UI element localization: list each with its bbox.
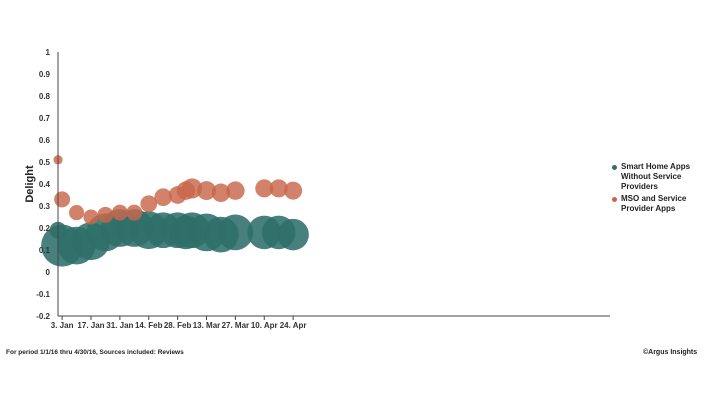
bubble-smart-home[interactable] <box>277 218 309 251</box>
legend-marker <box>612 165 617 170</box>
bubble-smart-home[interactable] <box>169 215 203 250</box>
chart-axes <box>57 52 610 317</box>
y-tick-label: 0.2 <box>39 224 51 233</box>
y-tick-label: 0.6 <box>39 136 51 145</box>
legend-label: MSO and Service Provider Apps <box>621 194 687 213</box>
x-axis-ticks: 3. Jan 17. Jan 31. Jan 14. Feb 28. Feb 13. Ma… <box>51 316 307 330</box>
x-tick-label: 24. Apr <box>280 321 307 330</box>
x-tick-label: 10. Apr <box>251 321 278 330</box>
legend-item-mso[interactable]: MSO and Service Provider Apps <box>612 194 720 214</box>
y-tick-label: -0.1 <box>36 290 50 299</box>
bubble-mso[interactable] <box>126 204 143 221</box>
x-tick-label: 13. Mar <box>193 321 221 330</box>
bubble-mso[interactable] <box>269 179 288 198</box>
y-tick-label: 0.9 <box>39 70 51 79</box>
y-tick-label: 0.4 <box>39 180 51 189</box>
chart-marks <box>41 155 309 267</box>
x-tick-label: 28. Feb <box>164 321 192 330</box>
x-tick-label: 17. Jan <box>77 321 104 330</box>
bubble-mso[interactable] <box>284 181 303 200</box>
bubble-mso[interactable] <box>154 188 173 207</box>
bubble-mso[interactable] <box>255 179 274 198</box>
y-tick-label: 0.7 <box>39 114 51 123</box>
legend: Smart Home Apps Without Service Provider… <box>612 162 720 216</box>
legend-marker <box>612 197 617 202</box>
bubble-mso[interactable] <box>176 181 196 200</box>
x-tick-label: 14. Feb <box>135 321 163 330</box>
y-tick-label: -0.2 <box>36 312 50 321</box>
bubble-mso[interactable] <box>111 204 128 221</box>
bubble-smart-home[interactable] <box>217 214 254 251</box>
legend-item-smart-home[interactable]: Smart Home Apps Without Service Provider… <box>612 162 720 192</box>
y-tick-label: 0.8 <box>39 92 51 101</box>
bubble-mso[interactable] <box>140 195 158 213</box>
bubble-mso[interactable] <box>211 183 231 203</box>
y-tick-label: 0.1 <box>39 246 51 255</box>
legend-label: Smart Home Apps Without Service Provider… <box>621 162 691 191</box>
x-tick-label: 31. Jan <box>106 321 133 330</box>
y-tick-label: 0.3 <box>39 202 51 211</box>
bubble-mso[interactable] <box>54 191 71 208</box>
footer-period: For period 1/1/16 thru 4/30/16, Sources … <box>6 349 184 356</box>
bubble-mso[interactable] <box>226 181 245 200</box>
x-tick-label: 3. Jan <box>51 321 74 330</box>
y-tick-label: 0.5 <box>39 158 51 167</box>
y-tick-label: 0 <box>46 268 51 277</box>
bubble-mso[interactable] <box>69 205 85 221</box>
bubble-mso[interactable] <box>197 181 216 201</box>
y-tick-label: 1 <box>46 48 51 57</box>
bubble-mso[interactable] <box>97 206 114 223</box>
y-axis-ticks: 1 0.9 0.8 0.7 0.6 0.5 0.4 0.3 0.2 0.1 0 -0.1 -0.2 <box>36 48 50 321</box>
footer-brand: ©Argus Insights <box>643 349 698 356</box>
y-axis-label: Delight <box>24 165 36 203</box>
x-tick-label: 27. Mar <box>222 321 250 330</box>
bubble-mso[interactable] <box>83 209 99 225</box>
